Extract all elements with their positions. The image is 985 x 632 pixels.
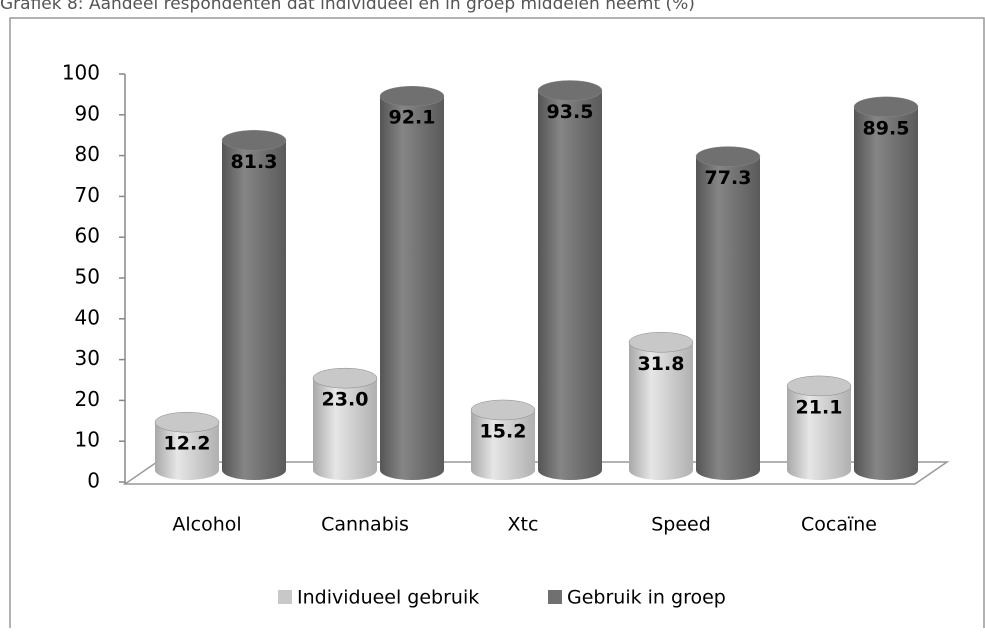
- y-tick-label: 40: [75, 305, 100, 329]
- cylinder-base: [471, 460, 535, 480]
- value-label: 15.2: [480, 420, 527, 442]
- value-label: 77.3: [705, 167, 752, 189]
- cylinder-top: [786, 375, 852, 397]
- legend-swatch: [548, 590, 562, 604]
- y-tick-label: 30: [75, 346, 100, 370]
- y-tick-label: 60: [75, 224, 100, 248]
- cylinder-top: [537, 80, 603, 101]
- cylinder: [696, 156, 760, 470]
- cylinder-top: [154, 411, 220, 433]
- value-label: 21.1: [796, 396, 843, 418]
- cylinder-base: [538, 460, 602, 480]
- cylinder-top: [853, 96, 919, 118]
- cylinder: [538, 90, 602, 471]
- chart-frame: [9, 17, 985, 632]
- x-tick-label: Cocaïne: [801, 514, 877, 536]
- y-tick-label: 10: [75, 428, 100, 452]
- value-label: 92.1: [389, 107, 436, 129]
- cylinder: [380, 96, 444, 471]
- x-tick-label: Cannabis: [321, 514, 409, 536]
- cylinder-top: [312, 367, 378, 389]
- y-tick-label: 100: [62, 61, 100, 85]
- x-tick-label: Alcohol: [172, 514, 241, 536]
- cylinder: [313, 378, 377, 470]
- cylinder-base: [696, 460, 760, 480]
- value-label: 23.0: [322, 389, 369, 411]
- cylinder-base: [155, 460, 219, 480]
- x-tick-label: Xtc: [508, 514, 539, 536]
- cylinder-top: [470, 399, 536, 421]
- cylinder-top: [379, 85, 445, 107]
- cylinder: [629, 342, 693, 470]
- y-tick-label: 70: [75, 183, 100, 207]
- cylinder-base: [787, 460, 851, 480]
- cylinder-base: [854, 460, 918, 480]
- cylinder: [854, 106, 918, 470]
- cylinder-top: [695, 146, 761, 167]
- y-tick-label: 20: [75, 387, 100, 411]
- y-tick-label: 50: [75, 265, 100, 289]
- y-tick-label: 0: [87, 469, 100, 493]
- value-label: 12.2: [164, 433, 211, 455]
- value-label: 31.8: [638, 353, 685, 375]
- cylinder-base: [222, 460, 286, 480]
- value-label: 81.3: [231, 151, 278, 173]
- value-label: 93.5: [547, 101, 594, 123]
- y-tick-label: 90: [75, 101, 100, 125]
- legend-swatch: [278, 590, 292, 604]
- cylinder: [222, 140, 286, 470]
- x-tick-label: Speed: [651, 514, 711, 536]
- cylinder-base: [629, 460, 693, 480]
- cylinder-top: [628, 332, 694, 353]
- cylinder-top: [221, 130, 287, 151]
- cylinder-base: [313, 460, 377, 480]
- y-tick-label: 80: [75, 142, 100, 166]
- chart-title: Grafiek 8: Aandeel respondenten dat indi…: [0, 0, 695, 14]
- legend-label: Individueel gebruik: [297, 587, 479, 609]
- value-label: 89.5: [863, 117, 910, 139]
- cylinder-base: [380, 460, 444, 480]
- legend-label: Gebruik in groep: [567, 587, 726, 609]
- cylinder: [787, 385, 851, 470]
